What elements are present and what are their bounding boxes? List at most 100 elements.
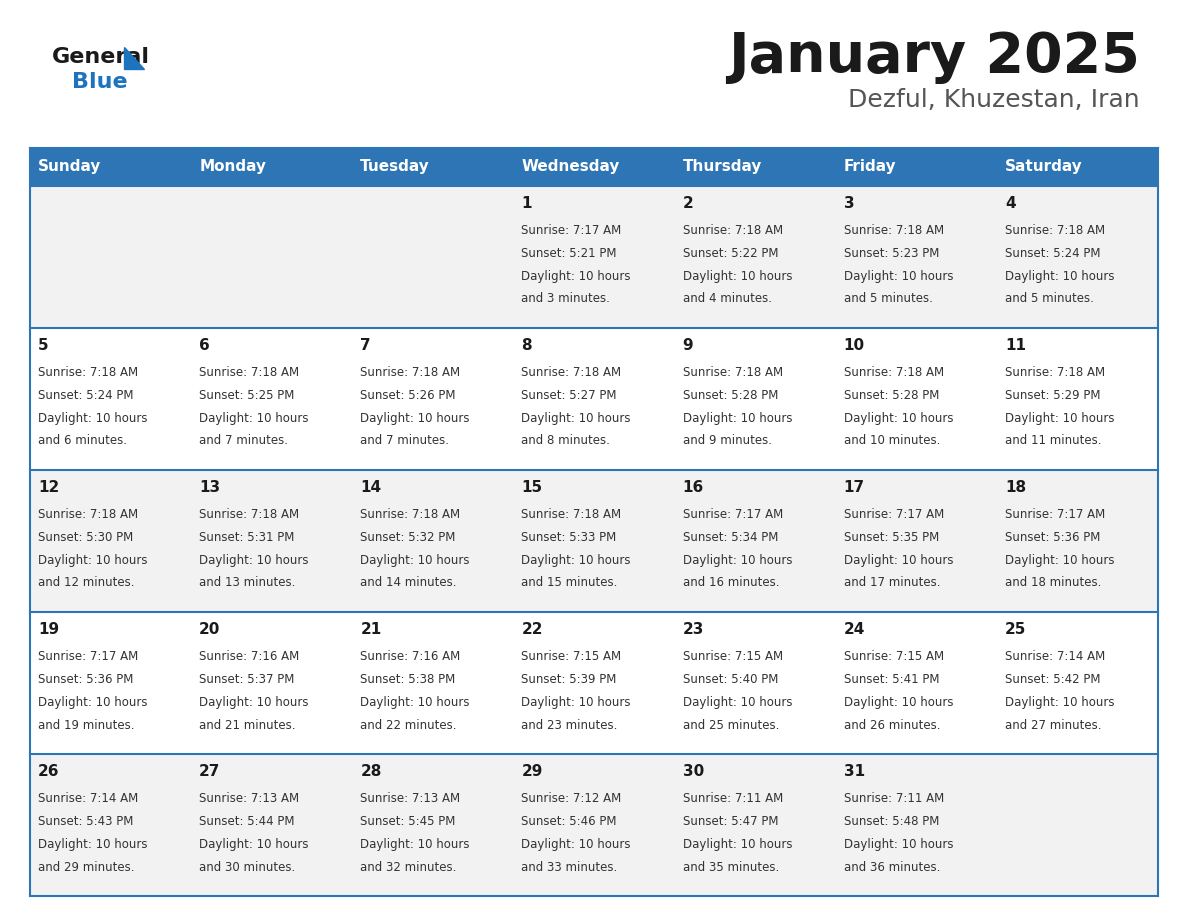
Text: Daylight: 10 hours: Daylight: 10 hours bbox=[683, 270, 792, 283]
Text: and 19 minutes.: and 19 minutes. bbox=[38, 719, 134, 732]
Text: and 36 minutes.: and 36 minutes. bbox=[843, 860, 940, 874]
Bar bbox=[997, 754, 1158, 896]
Text: Sunset: 5:28 PM: Sunset: 5:28 PM bbox=[683, 389, 778, 402]
Text: Sunrise: 7:17 AM: Sunrise: 7:17 AM bbox=[683, 509, 783, 521]
Text: Sunrise: 7:18 AM: Sunrise: 7:18 AM bbox=[843, 366, 944, 379]
Text: Sunrise: 7:18 AM: Sunrise: 7:18 AM bbox=[360, 509, 461, 521]
Text: Sunrise: 7:17 AM: Sunrise: 7:17 AM bbox=[522, 224, 621, 238]
Bar bbox=[191, 186, 353, 328]
Text: Sunrise: 7:16 AM: Sunrise: 7:16 AM bbox=[200, 650, 299, 664]
Text: Sunset: 5:35 PM: Sunset: 5:35 PM bbox=[843, 531, 939, 544]
Bar bbox=[30, 328, 191, 470]
Text: Sunrise: 7:18 AM: Sunrise: 7:18 AM bbox=[1005, 224, 1105, 238]
Text: Sunrise: 7:11 AM: Sunrise: 7:11 AM bbox=[843, 792, 944, 805]
Text: Sunrise: 7:15 AM: Sunrise: 7:15 AM bbox=[843, 650, 944, 664]
Bar bbox=[353, 612, 513, 754]
Text: Sunrise: 7:13 AM: Sunrise: 7:13 AM bbox=[360, 792, 461, 805]
Bar bbox=[997, 148, 1158, 186]
Text: 27: 27 bbox=[200, 764, 221, 779]
Bar bbox=[835, 754, 997, 896]
Text: Sunset: 5:28 PM: Sunset: 5:28 PM bbox=[843, 389, 940, 402]
Text: Sunset: 5:22 PM: Sunset: 5:22 PM bbox=[683, 247, 778, 260]
Text: Daylight: 10 hours: Daylight: 10 hours bbox=[360, 696, 469, 709]
Text: 14: 14 bbox=[360, 480, 381, 495]
Bar bbox=[513, 186, 675, 328]
Text: 31: 31 bbox=[843, 764, 865, 779]
Text: Daylight: 10 hours: Daylight: 10 hours bbox=[843, 270, 953, 283]
Text: and 6 minutes.: and 6 minutes. bbox=[38, 434, 127, 447]
Text: Daylight: 10 hours: Daylight: 10 hours bbox=[1005, 270, 1114, 283]
Text: 16: 16 bbox=[683, 480, 703, 495]
Bar bbox=[30, 754, 191, 896]
Text: and 4 minutes.: and 4 minutes. bbox=[683, 293, 772, 306]
Text: Daylight: 10 hours: Daylight: 10 hours bbox=[38, 554, 147, 566]
Bar bbox=[997, 612, 1158, 754]
Bar bbox=[675, 470, 835, 612]
Text: 2: 2 bbox=[683, 196, 694, 211]
Text: 6: 6 bbox=[200, 338, 210, 353]
Bar bbox=[997, 328, 1158, 470]
Text: Daylight: 10 hours: Daylight: 10 hours bbox=[522, 838, 631, 851]
Text: and 23 minutes.: and 23 minutes. bbox=[522, 719, 618, 732]
Text: Sunset: 5:24 PM: Sunset: 5:24 PM bbox=[38, 389, 133, 402]
Text: 24: 24 bbox=[843, 621, 865, 637]
Text: Sunrise: 7:18 AM: Sunrise: 7:18 AM bbox=[38, 509, 138, 521]
Text: and 13 minutes.: and 13 minutes. bbox=[200, 577, 296, 589]
Text: Daylight: 10 hours: Daylight: 10 hours bbox=[683, 838, 792, 851]
Text: Daylight: 10 hours: Daylight: 10 hours bbox=[683, 412, 792, 425]
Text: Daylight: 10 hours: Daylight: 10 hours bbox=[522, 554, 631, 566]
Text: Sunrise: 7:18 AM: Sunrise: 7:18 AM bbox=[200, 366, 299, 379]
Text: Daylight: 10 hours: Daylight: 10 hours bbox=[1005, 412, 1114, 425]
Bar bbox=[835, 612, 997, 754]
Text: Sunset: 5:36 PM: Sunset: 5:36 PM bbox=[1005, 531, 1100, 544]
Text: 9: 9 bbox=[683, 338, 694, 353]
Text: Sunrise: 7:12 AM: Sunrise: 7:12 AM bbox=[522, 792, 621, 805]
Bar bbox=[353, 754, 513, 896]
Text: 13: 13 bbox=[200, 480, 220, 495]
Text: Sunset: 5:29 PM: Sunset: 5:29 PM bbox=[1005, 389, 1100, 402]
Text: Sunset: 5:24 PM: Sunset: 5:24 PM bbox=[1005, 247, 1100, 260]
Text: Daylight: 10 hours: Daylight: 10 hours bbox=[38, 696, 147, 709]
Text: 21: 21 bbox=[360, 621, 381, 637]
Text: Sunrise: 7:17 AM: Sunrise: 7:17 AM bbox=[843, 509, 944, 521]
Bar bbox=[835, 148, 997, 186]
Text: Sunset: 5:40 PM: Sunset: 5:40 PM bbox=[683, 673, 778, 686]
Bar bbox=[997, 186, 1158, 328]
Text: 22: 22 bbox=[522, 621, 543, 637]
Text: Sunset: 5:33 PM: Sunset: 5:33 PM bbox=[522, 531, 617, 544]
Bar bbox=[675, 612, 835, 754]
Text: 3: 3 bbox=[843, 196, 854, 211]
Bar bbox=[513, 148, 675, 186]
Bar bbox=[30, 148, 191, 186]
Text: 30: 30 bbox=[683, 764, 703, 779]
Text: Wednesday: Wednesday bbox=[522, 160, 620, 174]
Text: and 12 minutes.: and 12 minutes. bbox=[38, 577, 134, 589]
Text: 10: 10 bbox=[843, 338, 865, 353]
Text: and 30 minutes.: and 30 minutes. bbox=[200, 860, 296, 874]
Text: and 26 minutes.: and 26 minutes. bbox=[843, 719, 940, 732]
Text: Sunrise: 7:13 AM: Sunrise: 7:13 AM bbox=[200, 792, 299, 805]
Text: and 15 minutes.: and 15 minutes. bbox=[522, 577, 618, 589]
Text: Daylight: 10 hours: Daylight: 10 hours bbox=[683, 554, 792, 566]
Text: and 5 minutes.: and 5 minutes. bbox=[1005, 293, 1094, 306]
Text: 26: 26 bbox=[38, 764, 59, 779]
Text: 15: 15 bbox=[522, 480, 543, 495]
Text: and 29 minutes.: and 29 minutes. bbox=[38, 860, 134, 874]
Text: and 10 minutes.: and 10 minutes. bbox=[843, 434, 940, 447]
Text: Sunrise: 7:17 AM: Sunrise: 7:17 AM bbox=[1005, 509, 1105, 521]
Text: Sunset: 5:30 PM: Sunset: 5:30 PM bbox=[38, 531, 133, 544]
Text: 8: 8 bbox=[522, 338, 532, 353]
Text: Daylight: 10 hours: Daylight: 10 hours bbox=[522, 270, 631, 283]
Text: and 25 minutes.: and 25 minutes. bbox=[683, 719, 779, 732]
Bar bbox=[353, 186, 513, 328]
Bar bbox=[513, 754, 675, 896]
Bar bbox=[675, 148, 835, 186]
Text: 20: 20 bbox=[200, 621, 221, 637]
Bar bbox=[835, 470, 997, 612]
Text: 1: 1 bbox=[522, 196, 532, 211]
Text: Sunset: 5:39 PM: Sunset: 5:39 PM bbox=[522, 673, 617, 686]
Text: Dezful, Khuzestan, Iran: Dezful, Khuzestan, Iran bbox=[848, 88, 1140, 112]
Text: Sunset: 5:27 PM: Sunset: 5:27 PM bbox=[522, 389, 617, 402]
Bar bbox=[191, 754, 353, 896]
Text: and 27 minutes.: and 27 minutes. bbox=[1005, 719, 1101, 732]
